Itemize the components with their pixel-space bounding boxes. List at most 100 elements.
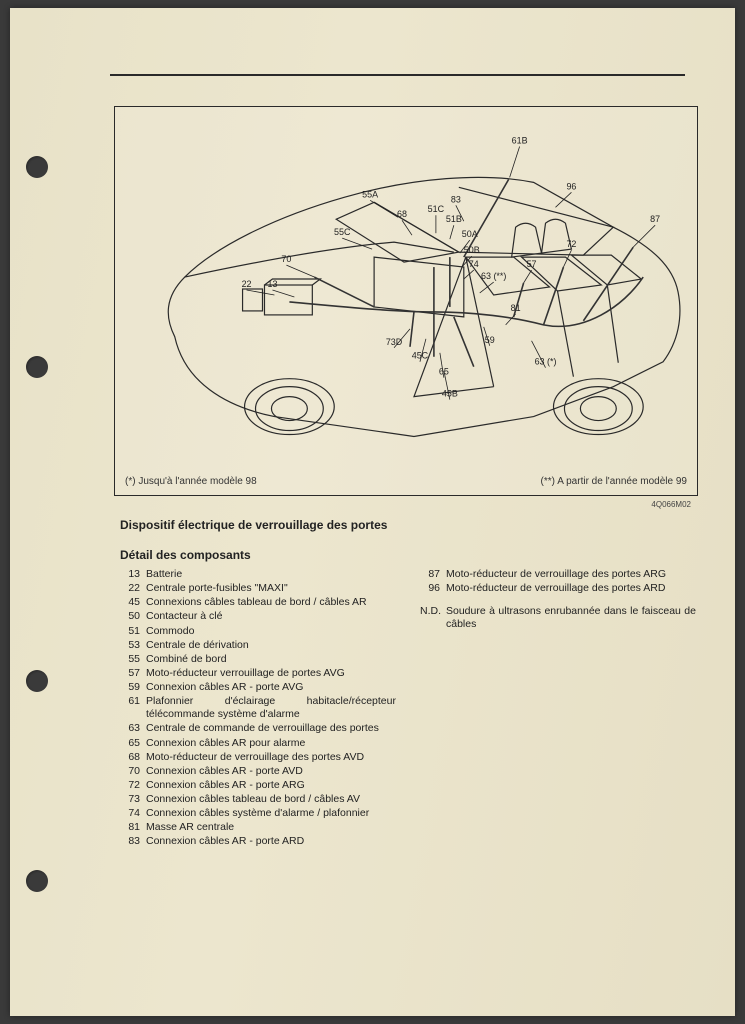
component-row: 83Connexion câbles AR - porte ARD (120, 835, 396, 848)
callout-label: 50B (464, 245, 480, 255)
component-number: 57 (120, 667, 146, 680)
component-number: 13 (120, 568, 146, 581)
component-label: Moto-réducteur de verrouillage des porte… (446, 568, 696, 581)
component-row: 74Connexion câbles système d'alarme / pl… (120, 807, 396, 820)
component-number: 65 (120, 737, 146, 750)
component-label: Combiné de bord (146, 653, 396, 666)
component-row: 51Commodo (120, 625, 396, 638)
callout-label: 50A (462, 229, 478, 239)
section-subtitle: Détail des composants (120, 548, 696, 562)
component-label: Moto-réducteur de verrouillage des porte… (146, 751, 396, 764)
components-column-left: 13Batterie22Centrale porte-fusibles "MAX… (120, 568, 396, 850)
component-number: 74 (120, 807, 146, 820)
component-label: Moto-réducteur verrouillage de portes AV… (146, 667, 396, 680)
footnote-left: (*) Jusqu'à l'année modèle 98 (125, 476, 257, 487)
callout-label: 70 (281, 254, 291, 264)
car-wiring-svg: 61B 96 55A 83 51C 68 51B 87 55C 50A 72 50B 70 74 57 63 … (115, 107, 697, 467)
component-label: Connexions câbles tableau de bord / câbl… (146, 596, 396, 609)
component-label: Connexion câbles AR pour alarme (146, 737, 396, 750)
component-row: N.D.Soudure à ultrasons enrubannée dans … (420, 605, 696, 631)
component-label: Centrale de commande de verrouillage des… (146, 722, 396, 735)
component-label: Connexion câbles système d'alarme / plaf… (146, 807, 396, 820)
component-row: 63Centrale de commande de verrouillage d… (120, 722, 396, 735)
component-label: Centrale porte-fusibles "MAXI" (146, 582, 396, 595)
callout-label: 55A (362, 189, 378, 199)
component-row: 53Centrale de dérivation (120, 639, 396, 652)
component-label: Connexion câbles tableau de bord / câble… (146, 793, 396, 806)
callout-label: 73D (386, 337, 403, 347)
scanned-page: 61B 96 55A 83 51C 68 51B 87 55C 50A 72 50B 70 74 57 63 … (10, 8, 735, 1016)
component-number: 51 (120, 625, 146, 638)
callout-label: 72 (566, 239, 576, 249)
callout-label: 45B (442, 389, 458, 399)
component-row: 96Moto-réducteur de verrouillage des por… (420, 582, 696, 595)
section-title: Dispositif électrique de verrouillage de… (120, 518, 696, 532)
components-column-right: 87Moto-réducteur de verrouillage des por… (420, 568, 696, 850)
header-rule (110, 74, 685, 76)
component-row: 50Contacteur à clé (120, 610, 396, 623)
component-number: 63 (120, 722, 146, 735)
component-row: 68Moto-réducteur de verrouillage des por… (120, 751, 396, 764)
component-label: Moto-réducteur de verrouillage des porte… (446, 582, 696, 595)
binder-hole (26, 356, 48, 378)
component-label: Connexion câbles AR - porte ARG (146, 779, 396, 792)
component-label: Soudure à ultrasons enrubannée dans le f… (446, 605, 696, 631)
callout-label: 81 (511, 303, 521, 313)
component-label: Connexion câbles AR - porte AVD (146, 765, 396, 778)
callout-label: 68 (397, 209, 407, 219)
component-number: 96 (420, 582, 446, 595)
component-number: 83 (120, 835, 146, 848)
callout-label: 63 (**) (481, 271, 506, 281)
component-row: 13Batterie (120, 568, 396, 581)
callout-label: 74 (469, 259, 479, 269)
component-number: 45 (120, 596, 146, 609)
component-row: 59Connexion câbles AR - porte AVG (120, 681, 396, 694)
callout-label: 61B (512, 135, 528, 145)
callout-label: 96 (566, 181, 576, 191)
callout-label: 59 (485, 335, 495, 345)
component-number: 61 (120, 695, 146, 721)
component-label: Contacteur à clé (146, 610, 396, 623)
component-number: 53 (120, 639, 146, 652)
component-label: Batterie (146, 568, 396, 581)
component-row: 70Connexion câbles AR - porte AVD (120, 765, 396, 778)
figure-id: 4Q066M02 (651, 500, 691, 509)
component-row: 87Moto-réducteur de verrouillage des por… (420, 568, 696, 581)
component-label: Plafonnier d'éclairage habitacle/récepte… (146, 695, 396, 721)
component-number: 72 (120, 779, 146, 792)
callout-label: 51B (446, 214, 462, 224)
component-label: Connexion câbles AR - porte AVG (146, 681, 396, 694)
component-row: 45Connexions câbles tableau de bord / câ… (120, 596, 396, 609)
wiring-diagram-figure: 61B 96 55A 83 51C 68 51B 87 55C 50A 72 50B 70 74 57 63 … (114, 106, 698, 496)
component-row: 72Connexion câbles AR - porte ARG (120, 779, 396, 792)
callout-label: 51C (428, 204, 445, 214)
callout-label: 63 (*) (535, 357, 557, 367)
callout-label: 45C (412, 351, 429, 361)
component-row: 22Centrale porte-fusibles "MAXI" (120, 582, 396, 595)
component-number: 50 (120, 610, 146, 623)
component-row: 81Masse AR centrale (120, 821, 396, 834)
callout-label: 83 (451, 194, 461, 204)
binder-hole (26, 156, 48, 178)
main-text: Dispositif électrique de verrouillage de… (120, 518, 696, 850)
component-number: 81 (120, 821, 146, 834)
component-number: 55 (120, 653, 146, 666)
binder-hole (26, 670, 48, 692)
binder-hole (26, 870, 48, 892)
callout-label: 13 (267, 279, 277, 289)
component-number: 22 (120, 582, 146, 595)
component-label: Centrale de dérivation (146, 639, 396, 652)
component-number: N.D. (420, 605, 446, 631)
callout-label: 55C (334, 227, 351, 237)
component-label: Masse AR centrale (146, 821, 396, 834)
figure-footnotes: (*) Jusqu'à l'année modèle 98 (**) A par… (125, 476, 687, 487)
component-number: 87 (420, 568, 446, 581)
component-number: 59 (120, 681, 146, 694)
callout-label: 87 (650, 214, 660, 224)
callout-label: 57 (527, 259, 537, 269)
component-number: 73 (120, 793, 146, 806)
component-number: 68 (120, 751, 146, 764)
component-row: 57Moto-réducteur verrouillage de portes … (120, 667, 396, 680)
callout-label: 22 (242, 279, 252, 289)
component-label: Connexion câbles AR - porte ARD (146, 835, 396, 848)
